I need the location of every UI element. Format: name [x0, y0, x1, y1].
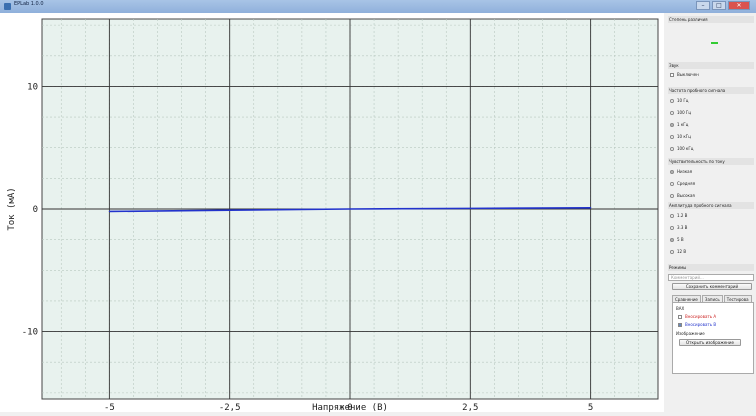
save-comment-button[interactable]: Сохранить комментарий	[672, 283, 752, 290]
frequency-label: 10 Гц	[677, 98, 689, 103]
amplitude-label: 12 В	[677, 249, 687, 254]
radio-selected-icon	[670, 238, 674, 242]
radio-icon	[670, 182, 674, 186]
hide-b-checkbox[interactable]: Вносировать В	[678, 321, 716, 328]
sensitivity-label: Низкая	[677, 169, 693, 174]
signal-level-indicator	[711, 42, 718, 44]
radio-icon	[670, 226, 674, 230]
checkbox-icon	[678, 315, 682, 319]
y-axis-label: Ток (мА)	[7, 187, 17, 230]
y-tick-label: 0	[33, 205, 38, 215]
radio-icon	[670, 135, 674, 139]
x-tick-label: -2,5	[219, 403, 241, 412]
radio-icon	[670, 214, 674, 218]
amplitude-label: 3.3 В	[677, 225, 688, 230]
x-tick-label: 0	[347, 403, 352, 412]
amplitude-option[interactable]: 3.3 В	[670, 224, 687, 231]
comparison-tab-body: ВАХ Вносировать А Вносировать В Изображе…	[672, 302, 754, 374]
frequency-option[interactable]: 10 Гц	[670, 97, 689, 104]
comment-input[interactable]: Комментарий...	[668, 274, 754, 281]
y-tick-label: -10	[22, 328, 38, 338]
x-axis-label: Напряжение (В)	[312, 403, 388, 412]
series-point	[349, 208, 351, 210]
frequency-label: 100 кГц	[677, 146, 694, 151]
series-point	[590, 207, 592, 209]
sensitivity-label: Высокая	[677, 193, 695, 198]
sensitivity-title: Чувствительность по току	[668, 158, 754, 165]
amplitude-title: Амплитуда пробного сигнала	[668, 202, 754, 209]
signal-level-title: Степень различия	[668, 16, 754, 23]
frequency-option[interactable]: 100 кГц	[670, 145, 693, 152]
amplitude-option[interactable]: 12 В	[670, 248, 686, 255]
frequency-label: 1 кГц	[677, 122, 689, 127]
tab-comparison[interactable]: Сравнение	[672, 295, 701, 302]
sensitivity-option[interactable]: Средняя	[670, 180, 695, 187]
open-image-button[interactable]: Открыть изображение	[679, 339, 741, 346]
amplitude-label: 5 В	[677, 237, 684, 242]
x-tick-label: 5	[588, 403, 593, 412]
sensitivity-label: Средняя	[677, 181, 695, 186]
iv-chart-svg: -5 -2,5 0 2,5 5 10 0 -10 Напряжение (В) Ток (мА…	[7, 18, 659, 413]
amplitude-label: 1.2 В	[677, 213, 688, 218]
frequency-label: 100 Гц	[677, 110, 692, 115]
series-point	[469, 207, 471, 209]
amplitude-option[interactable]: 1.2 В	[670, 212, 687, 219]
image-title: Изображение	[676, 331, 705, 336]
series-point	[108, 210, 110, 213]
modes-title: Режимы	[668, 264, 754, 271]
checkbox-checked-icon	[678, 323, 682, 327]
control-panel: Степень различия Звук Выключен Частота п…	[666, 13, 756, 412]
title-bar: EPLab 1.0.0 – □ ✕	[0, 0, 756, 13]
radio-icon	[670, 111, 674, 115]
radio-icon	[670, 194, 674, 198]
checkbox-icon	[670, 73, 674, 77]
frequency-option[interactable]: 100 Гц	[670, 109, 691, 116]
x-tick-label: -5	[104, 403, 115, 412]
sound-title: Звук	[668, 62, 754, 69]
x-tick-label: 2,5	[462, 403, 478, 412]
tab-testing[interactable]: Тестирова	[723, 295, 752, 302]
iv-chart[interactable]: -5 -2,5 0 2,5 5 10 0 -10 Напряжение (В) Ток (мА…	[0, 13, 664, 413]
series-point	[229, 209, 231, 211]
sensitivity-option[interactable]: Высокая	[670, 192, 695, 199]
app-icon	[4, 3, 11, 10]
tick-labels: -5 -2,5 0 2,5 5 10 0 -10	[22, 82, 594, 413]
mode-tabs: Сравнение Запись Тестирова	[672, 295, 753, 302]
maximize-button[interactable]: □	[712, 1, 726, 10]
window-title: EPLab 1.0.0	[14, 1, 44, 7]
radio-icon	[670, 250, 674, 254]
y-tick-label: 10	[27, 82, 38, 92]
radio-icon	[670, 147, 674, 151]
sensitivity-option[interactable]: Низкая	[670, 168, 692, 175]
frequency-option[interactable]: 10 кГц	[670, 133, 691, 140]
frequency-option[interactable]: 1 кГц	[670, 121, 688, 128]
radio-selected-icon	[670, 170, 674, 174]
series-layer	[108, 206, 592, 213]
vah-title: ВАХ	[676, 306, 685, 311]
radio-selected-icon	[670, 123, 674, 127]
radio-icon	[670, 99, 674, 103]
hide-a-checkbox[interactable]: Вносировать А	[678, 313, 716, 320]
minimize-button[interactable]: –	[696, 1, 710, 10]
amplitude-option[interactable]: 5 В	[670, 236, 684, 243]
close-button[interactable]: ✕	[728, 1, 750, 10]
frequency-title: Частота пробного сигнала	[668, 87, 754, 94]
tab-record[interactable]: Запись	[701, 295, 723, 302]
frequency-label: 10 кГц	[677, 134, 691, 139]
sound-off-checkbox[interactable]: Выключен	[670, 71, 699, 78]
